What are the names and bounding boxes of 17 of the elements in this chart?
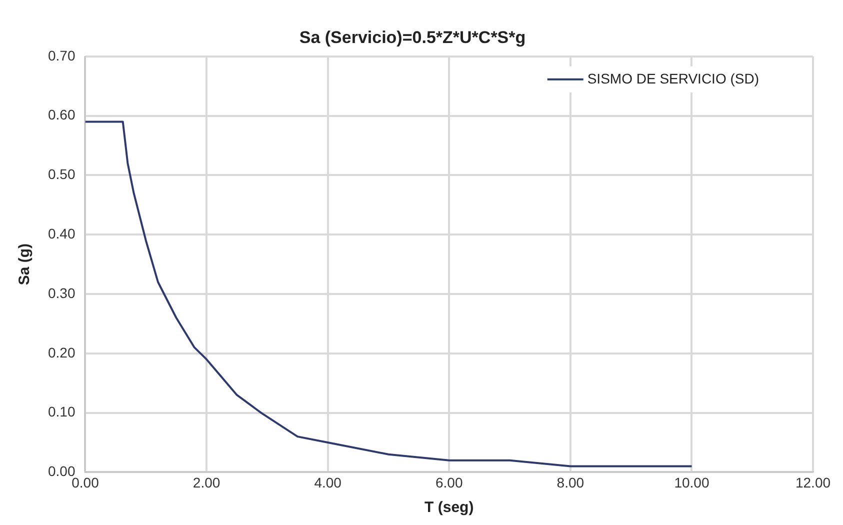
- legend-label: SISMO DE SERVICIO (SD): [587, 70, 760, 86]
- x-tick-label: 8.00: [556, 474, 584, 490]
- x-tick-label: 4.00: [314, 474, 342, 490]
- y-tick-label: 0.30: [48, 284, 76, 301]
- x-tick-label: 2.00: [192, 474, 220, 490]
- x-tick-label: 10.00: [674, 474, 710, 490]
- y-tick-label: 0.70: [48, 47, 76, 64]
- x-tick-label: 6.00: [436, 474, 463, 490]
- x-axis-title: T (seg): [424, 499, 474, 516]
- y-tick-label: 0.10: [48, 404, 76, 420]
- y-tick-label: 0.20: [48, 344, 76, 360]
- x-tick-label: 12.00: [795, 474, 831, 490]
- y-tick-label: 0.60: [48, 106, 76, 123]
- y-tick-label: 0.50: [48, 166, 76, 182]
- y-tick-label: 0.40: [48, 225, 76, 242]
- y-axis-title: Sa (g): [16, 243, 34, 286]
- chart-title: Sa (Servicio)=0.5*Z*U*C*S*g: [299, 28, 526, 47]
